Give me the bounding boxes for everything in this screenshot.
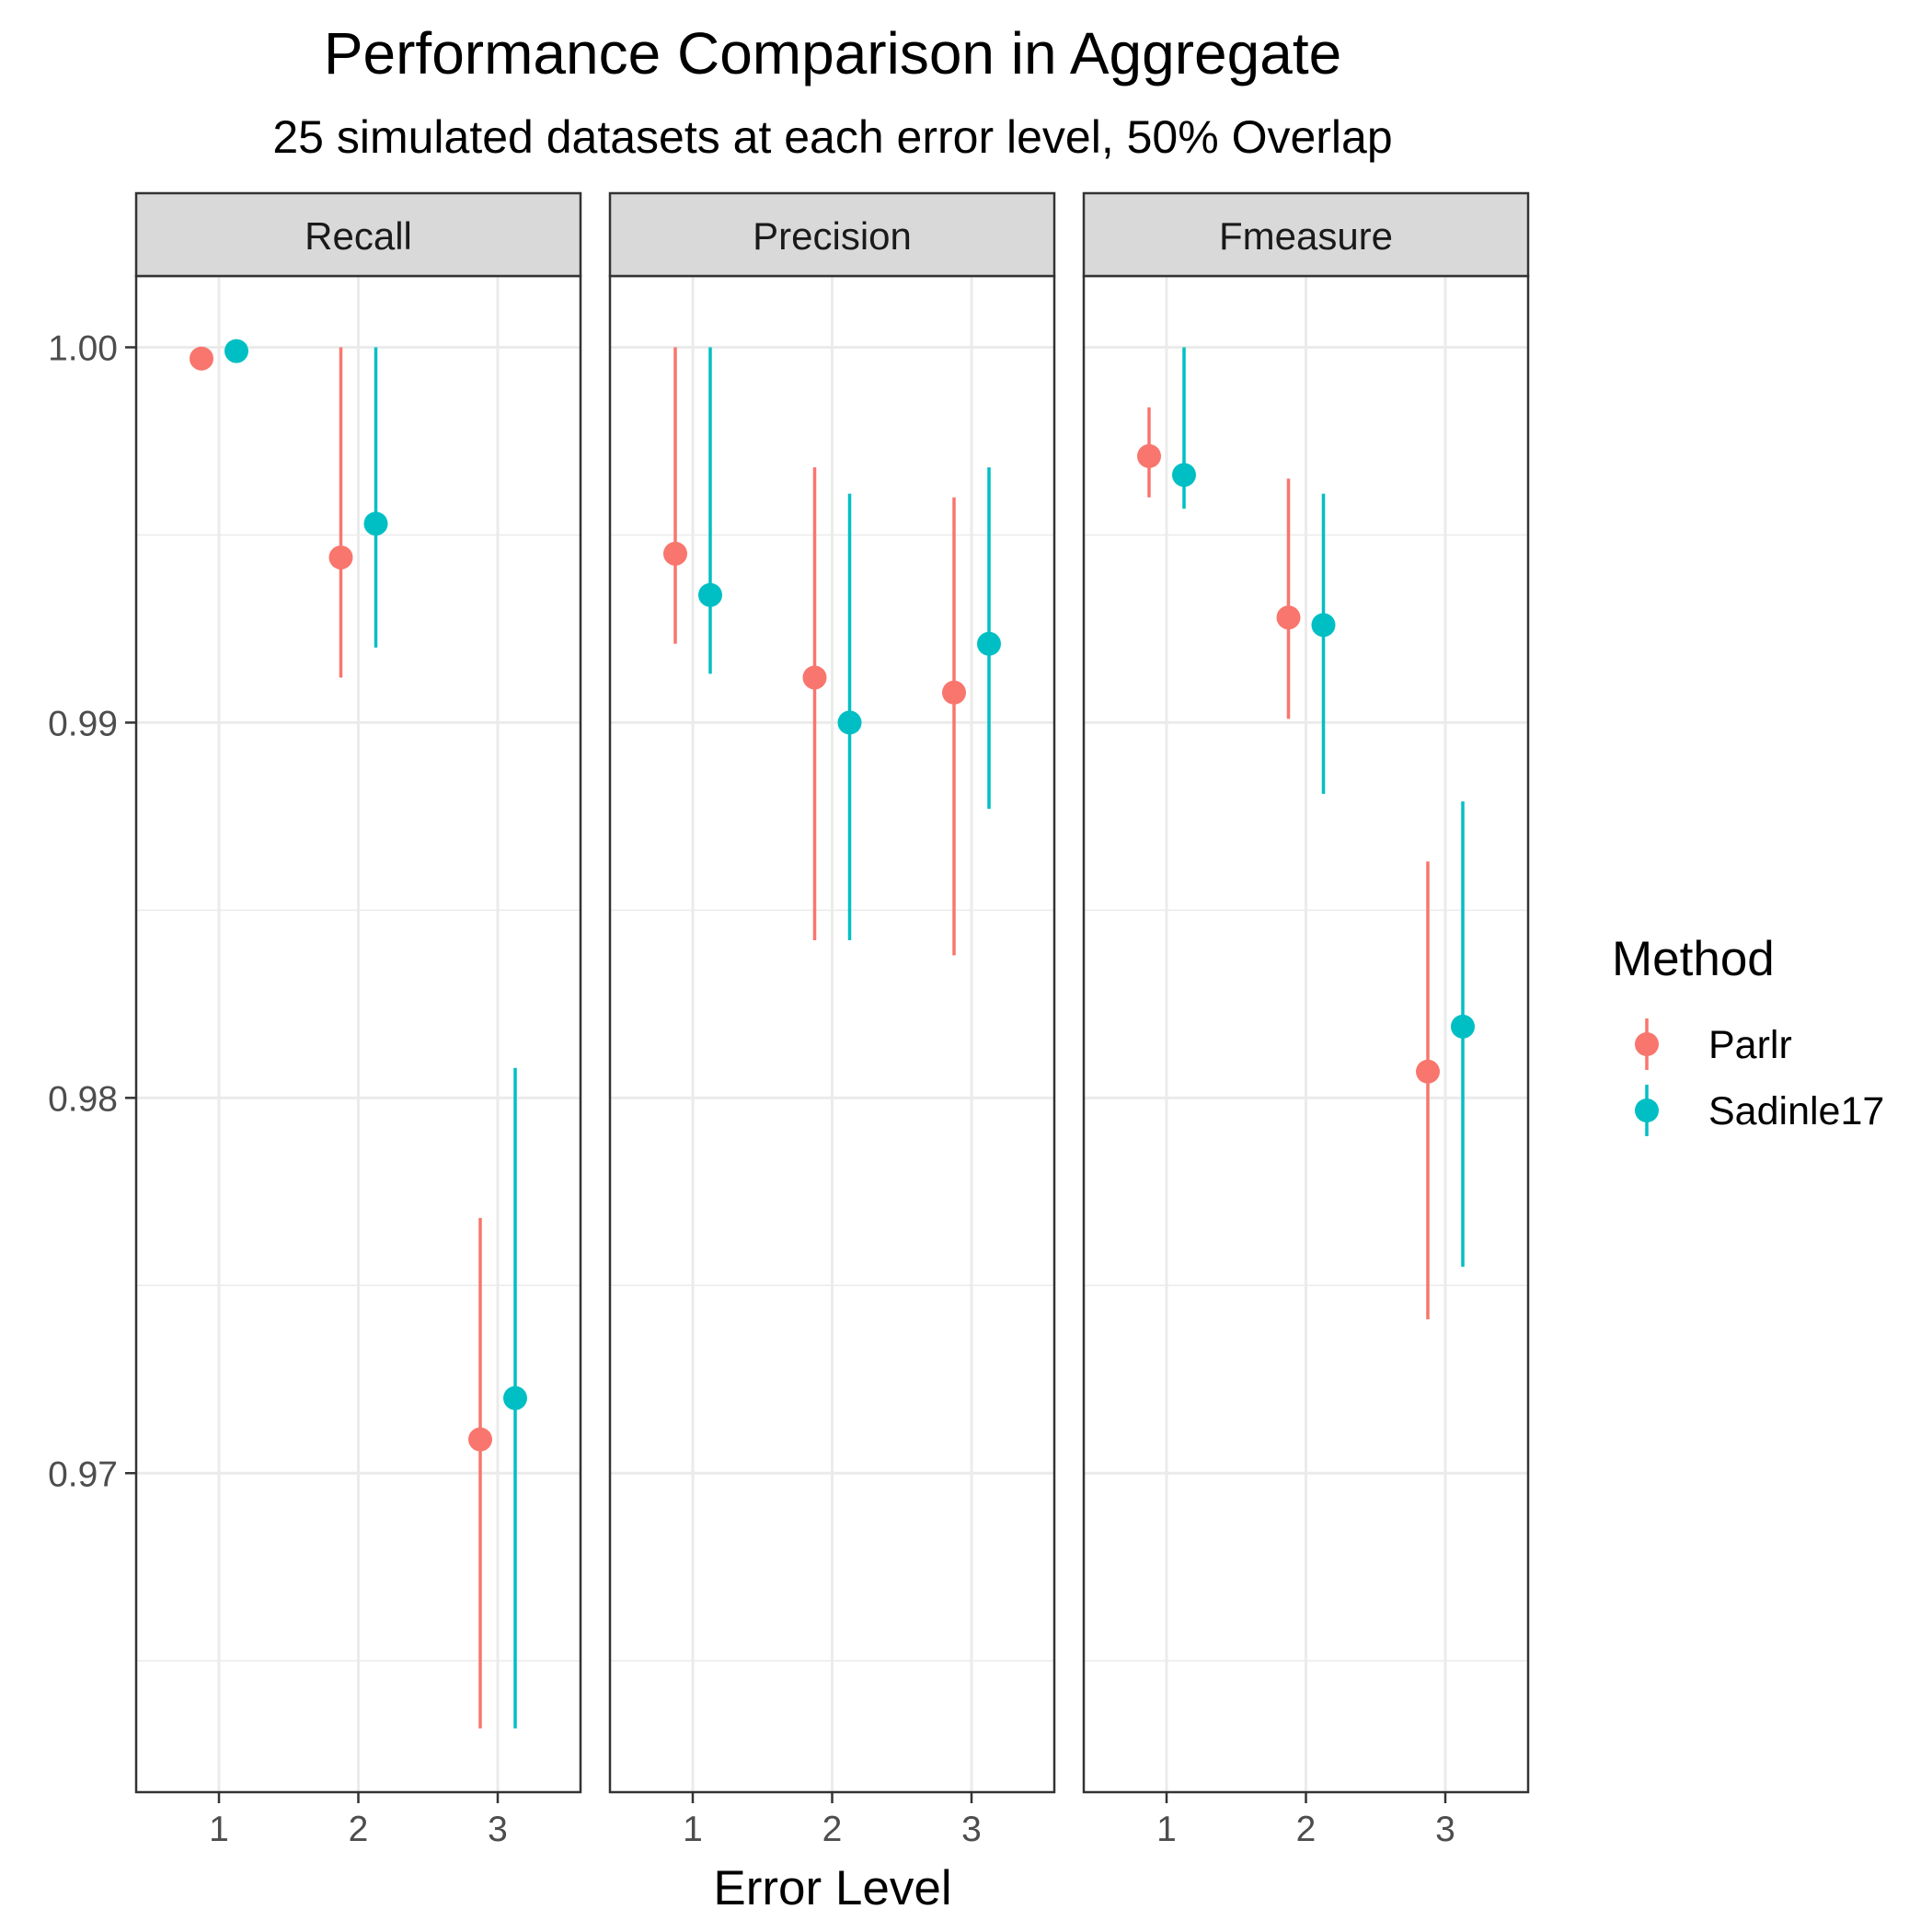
x-tick-label: 3 (1435, 1810, 1455, 1849)
y-tick-label: 0.97 (48, 1455, 118, 1494)
legend-title: Method (1612, 932, 1775, 986)
legend-key-point (1635, 1032, 1659, 1056)
data-point (328, 545, 353, 569)
facet-strip (1082, 191, 1530, 278)
data-point (190, 346, 213, 371)
facet-panels: Recall 1 2 3 Precision 1 2 3 Fmeasure 1 2 3 (134, 191, 1530, 1849)
data-point (1451, 1014, 1475, 1039)
legend-item-sadinle17: Sadinle17 (1635, 1085, 1884, 1136)
data-point (503, 1386, 527, 1410)
x-tick-label: 3 (488, 1810, 508, 1849)
data-point (1416, 1059, 1440, 1084)
series-parlr (1137, 407, 1440, 1320)
y-tick-label: 0.99 (48, 704, 118, 743)
chart-subtitle: 25 simulated datasets at each error leve… (272, 111, 1392, 163)
data-point (837, 710, 862, 735)
facet-label: Fmeasure (1219, 214, 1393, 258)
y-tick-label: 0.98 (48, 1079, 118, 1119)
legend-label: Parlr (1708, 1023, 1792, 1067)
data-point (468, 1427, 492, 1452)
series-sadinle17 (698, 347, 1001, 941)
data-point (802, 665, 827, 690)
series-parlr (190, 346, 492, 1729)
y-tick-label: 1.00 (48, 329, 118, 369)
legend-item-parlr: Parlr (1635, 1018, 1792, 1070)
x-tick-label: 1 (683, 1810, 703, 1849)
facet-label: Precision (753, 214, 912, 258)
facet-recall: Recall 1 2 3 (134, 191, 582, 1849)
legend: Method Parlr Sadinle17 (1612, 932, 1884, 1136)
facet-precision: Precision 1 2 3 (608, 191, 1056, 1849)
facet-label: Recall (305, 214, 412, 258)
series-sadinle17 (224, 339, 527, 1729)
x-tick-label: 2 (1296, 1810, 1317, 1849)
x-tick-label: 2 (349, 1810, 369, 1849)
data-point (1311, 613, 1336, 638)
data-point (977, 631, 1001, 656)
series-sadinle17 (1172, 347, 1475, 1267)
x-axis-title: Error Level (713, 1861, 951, 1915)
data-point (1137, 443, 1161, 468)
data-point (1276, 605, 1301, 630)
facet-strip (134, 191, 582, 278)
data-point (1172, 463, 1196, 488)
data-point (224, 339, 248, 363)
chart-title: Performance Comparison in Aggregate (324, 20, 1341, 86)
data-point (698, 582, 722, 607)
facet-strip (608, 191, 1056, 278)
data-point (663, 541, 687, 566)
legend-label: Sadinle17 (1708, 1089, 1884, 1133)
legend-key-point (1635, 1098, 1659, 1122)
series-parlr (663, 347, 966, 956)
data-point (363, 512, 388, 536)
y-axis: 0.97 0.98 0.99 1.00 (48, 329, 136, 1494)
x-tick-label: 1 (1156, 1810, 1177, 1849)
x-tick-label: 1 (209, 1810, 229, 1849)
facet-fmeasure: Fmeasure 1 2 3 (1082, 191, 1530, 1849)
x-tick-label: 2 (822, 1810, 843, 1849)
x-tick-label: 3 (961, 1810, 982, 1849)
data-point (942, 680, 966, 705)
